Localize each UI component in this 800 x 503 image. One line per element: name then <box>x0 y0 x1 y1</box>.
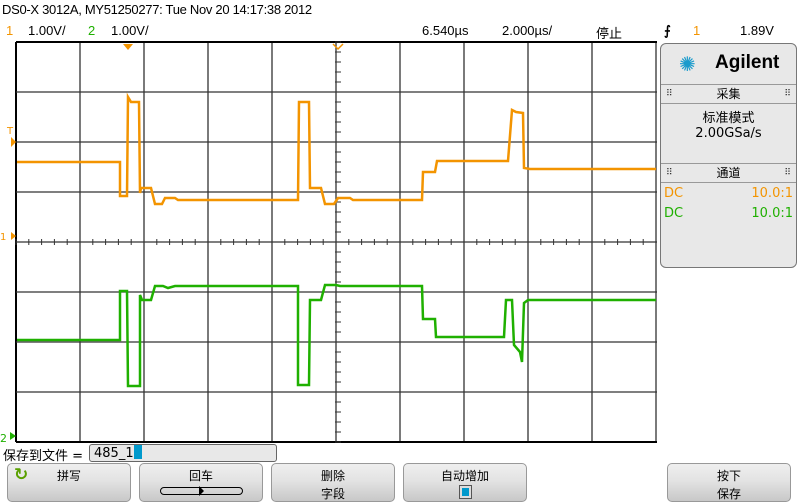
rising-edge-icon: ⨍ <box>664 23 671 38</box>
sample-rate: 2.00GSa/s <box>695 126 762 141</box>
ch1-ground-arrow-icon <box>11 232 16 240</box>
ch2-scale[interactable]: 1.00V/ <box>111 23 149 38</box>
agilent-logo-icon: ✺ <box>679 52 696 76</box>
timebase-value[interactable]: 2.000µs/ <box>502 23 553 38</box>
ch1-coupling: DC <box>664 186 684 201</box>
press-to-save-softkey[interactable]: 按下 保存 <box>667 463 791 502</box>
softkey-label: 保存 <box>716 487 741 501</box>
softkey-label: 字段 <box>320 487 345 501</box>
trigger-source: 1 <box>693 23 701 38</box>
trigger-level[interactable]: 1.89V <box>740 23 774 38</box>
rotate-knob-icon: ↻ <box>14 465 29 485</box>
window-title: DS0-X 3012A, MY51250277: Tue Nov 20 14:1… <box>2 2 312 17</box>
ch2-ground-arrow-icon <box>10 432 16 440</box>
time-reference-marker <box>332 43 344 51</box>
ch2-coupling: DC <box>664 206 684 221</box>
ch2-probe: 10.0:1 <box>751 206 793 221</box>
ch2-trace <box>17 283 656 388</box>
file-label: 保存到文件 = <box>3 449 84 464</box>
spell-softkey[interactable]: ↻ 拼写 <box>7 463 131 502</box>
softkey-label: 回车 <box>188 469 213 483</box>
ch2-ground-marker[interactable]: 2 <box>0 432 7 445</box>
filename-input[interactable]: 485_1 <box>89 444 277 462</box>
filename-value: 485_1 <box>94 446 134 461</box>
channel-header: 通道 <box>716 166 741 180</box>
ch1-number: 1 <box>6 23 14 38</box>
softkey-label: 拼写 <box>56 469 81 483</box>
ch1-trace <box>17 92 656 206</box>
softkey-label: 按下 <box>716 469 741 483</box>
ch2-number: 2 <box>88 23 96 38</box>
info-panel: ✺ Agilent ⠿ 采集 ⠿ 标准模式 2.00GSa/s ⠿ 通道 ⠿ DC 10… <box>660 43 797 268</box>
run-state: 停止 <box>596 26 623 41</box>
trigger-position-marker[interactable] <box>123 44 133 50</box>
acquisition-mode: 标准模式 <box>702 111 755 126</box>
ch1-ground-marker[interactable]: 1 <box>0 232 6 243</box>
graticule <box>15 41 657 443</box>
enter-arrow-icon <box>160 486 243 496</box>
enter-softkey[interactable]: 回车 <box>139 463 263 502</box>
softkey-label: 删除 <box>320 469 345 483</box>
softkey-label: 自动增加 <box>440 469 489 483</box>
delay-value[interactable]: 6.540µs <box>422 23 469 38</box>
auto-increment-checkbox[interactable] <box>459 485 472 499</box>
trigger-level-arrow-icon <box>11 137 16 147</box>
delete-field-softkey[interactable]: 删除 字段 <box>271 463 395 502</box>
ch1-scale[interactable]: 1.00V/ <box>28 23 66 38</box>
brand-logo: Agilent <box>715 52 780 73</box>
ch1-probe: 10.0:1 <box>751 186 793 201</box>
acquisition-header: 采集 <box>716 87 741 101</box>
trigger-level-marker[interactable]: T <box>6 126 14 137</box>
auto-increment-softkey[interactable]: 自动增加 <box>403 463 527 502</box>
waveform-display[interactable]: T 1 2 <box>0 40 660 450</box>
text-cursor <box>133 445 142 459</box>
